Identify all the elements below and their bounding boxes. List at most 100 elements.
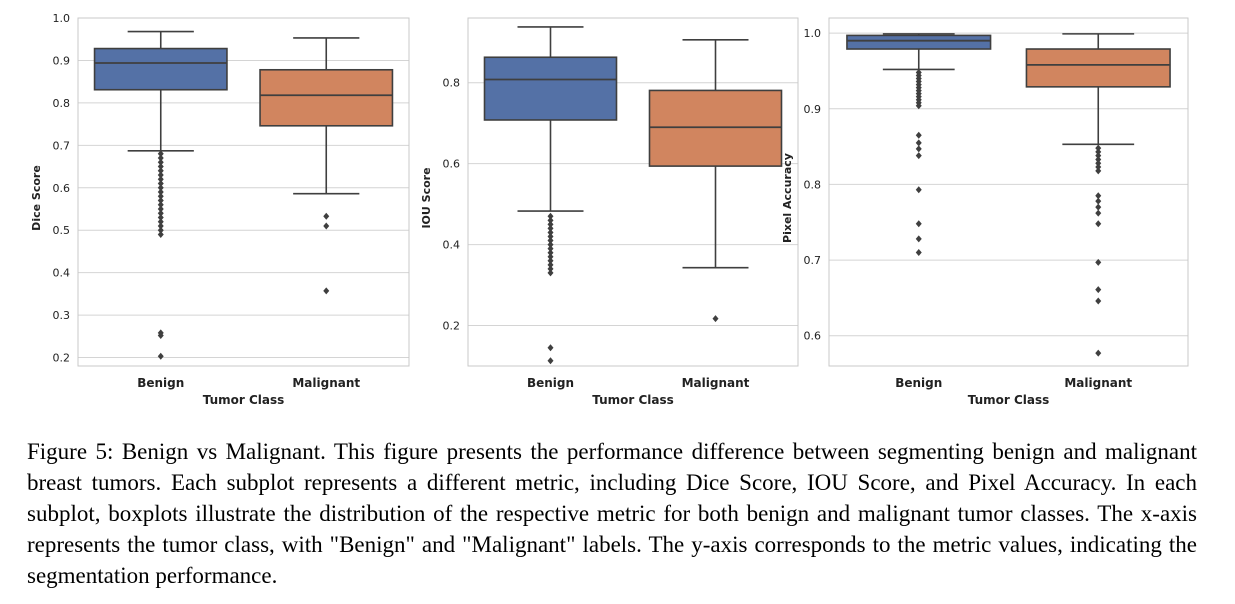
outlier-point [157, 184, 164, 192]
outlier-point [1095, 155, 1102, 163]
outlier-point [547, 220, 554, 228]
outlier-point [1095, 167, 1102, 175]
outlier-point [915, 139, 922, 147]
y-tick-label: 0.2 [53, 352, 71, 365]
y-tick-label: 0.9 [804, 103, 822, 116]
outlier-point [1095, 192, 1102, 200]
outlier-point [1095, 286, 1102, 294]
y-tick-label: 0.4 [53, 267, 71, 280]
outlier-point [323, 287, 330, 295]
outlier-point [157, 230, 164, 238]
outlier-point [547, 212, 554, 220]
box-iqr [483, 56, 618, 121]
subplot-dice-score: 0.2 0.3 0.4 0.5 0.6 0.7 0.8 0.9 1.0 Benign Maligna… [30, 12, 410, 407]
boxplot-malignant [1025, 33, 1171, 357]
outlier-point [323, 222, 330, 230]
outlier-point [915, 235, 922, 243]
y-axis-label: Pixel Accuracy [781, 153, 794, 243]
y-axis-label: Dice Score [30, 165, 43, 231]
outlier-point [915, 249, 922, 257]
outlier-point [157, 331, 164, 339]
y-tick-label: 0.8 [53, 97, 71, 110]
axes-frame [828, 17, 1189, 367]
outlier-point [157, 196, 164, 204]
x-tick-label: Malignant [682, 376, 750, 390]
x-tick-label: Benign [895, 376, 942, 390]
outlier-point [1095, 349, 1102, 357]
outlier-point [915, 145, 922, 153]
outlier-point [1095, 297, 1102, 305]
outlier-point [1095, 203, 1102, 211]
outlier-point [915, 102, 922, 110]
box-iqr [648, 89, 783, 167]
outlier-point [157, 192, 164, 200]
outlier-point [157, 226, 164, 234]
outlier-point [1095, 220, 1102, 228]
outlier-point [915, 220, 922, 228]
outlier-point [1095, 144, 1102, 152]
outlier-point [323, 212, 330, 220]
y-tick-label: 0.8 [804, 178, 822, 191]
outlier-point [915, 131, 922, 139]
x-axis-label: Tumor Class [968, 393, 1050, 407]
outlier-point [547, 233, 554, 241]
outlier-point [915, 152, 922, 160]
boxplot-benign [483, 26, 618, 365]
axes-frame [467, 17, 799, 367]
outlier-point [157, 352, 164, 360]
outlier-point [1095, 197, 1102, 205]
subplot-iou-score: 0.2 0.4 0.6 0.8 Benign Malignant Tumor Class IO… [420, 17, 799, 407]
box-iqr [846, 34, 992, 50]
outlier-point [1095, 159, 1102, 167]
outlier-point [157, 171, 164, 179]
outlier-point [157, 205, 164, 213]
outlier-point [547, 216, 554, 224]
x-tick-label: Malignant [292, 376, 360, 390]
boxplot-malignant [259, 37, 394, 295]
figure-caption: Figure 5: Benign vs Malignant. This figu… [27, 439, 1197, 588]
outlier-point [547, 241, 554, 249]
y-tick-label: 0.9 [53, 54, 71, 67]
box-iqr [93, 47, 228, 91]
outlier-point [915, 186, 922, 194]
y-tick-label: 0.4 [443, 239, 461, 252]
outlier-point [547, 228, 554, 236]
outlier-point [157, 158, 164, 166]
outlier-point [547, 357, 554, 365]
x-tick-label: Benign [137, 376, 184, 390]
figure-boxplots: 0.2 0.3 0.4 0.5 0.6 0.7 0.8 0.9 1.0 Benign Maligna… [30, 12, 1189, 407]
y-axis-label: IOU Score [420, 167, 433, 228]
outlier-point [712, 315, 719, 323]
outlier-point [547, 261, 554, 269]
outlier-point [157, 154, 164, 162]
outlier-point [547, 257, 554, 265]
y-tick-label: 0.6 [53, 182, 71, 195]
boxplot-benign [93, 30, 228, 360]
outlier-point [157, 218, 164, 226]
outlier-point [547, 249, 554, 257]
box-iqr [259, 68, 394, 127]
x-axis-label: Tumor Class [203, 393, 285, 407]
boxplot-malignant [648, 39, 783, 323]
outlier-point [547, 237, 554, 245]
box-iqr [1025, 48, 1171, 88]
y-tick-label: 1.0 [804, 27, 822, 40]
y-tick-label: 0.7 [804, 254, 822, 267]
outlier-point [157, 150, 164, 158]
outlier-point [157, 167, 164, 175]
outlier-point [547, 253, 554, 261]
outlier-point [547, 269, 554, 277]
outlier-point [157, 213, 164, 221]
y-tick-label: 1.0 [53, 12, 71, 25]
outlier-point [547, 265, 554, 273]
outlier-point [547, 245, 554, 253]
outlier-point [547, 224, 554, 232]
outlier-point [1095, 258, 1102, 266]
axes-frame [77, 17, 410, 367]
outlier-point [157, 188, 164, 196]
x-tick-label: Benign [527, 376, 574, 390]
x-axis-label: Tumor Class [592, 393, 674, 407]
subplot-pixel-accuracy: 0.6 0.7 0.8 0.9 1.0 Benign Malignant Tumor Clas… [781, 17, 1189, 407]
outlier-point [1095, 163, 1102, 171]
x-tick-label: Malignant [1064, 376, 1132, 390]
